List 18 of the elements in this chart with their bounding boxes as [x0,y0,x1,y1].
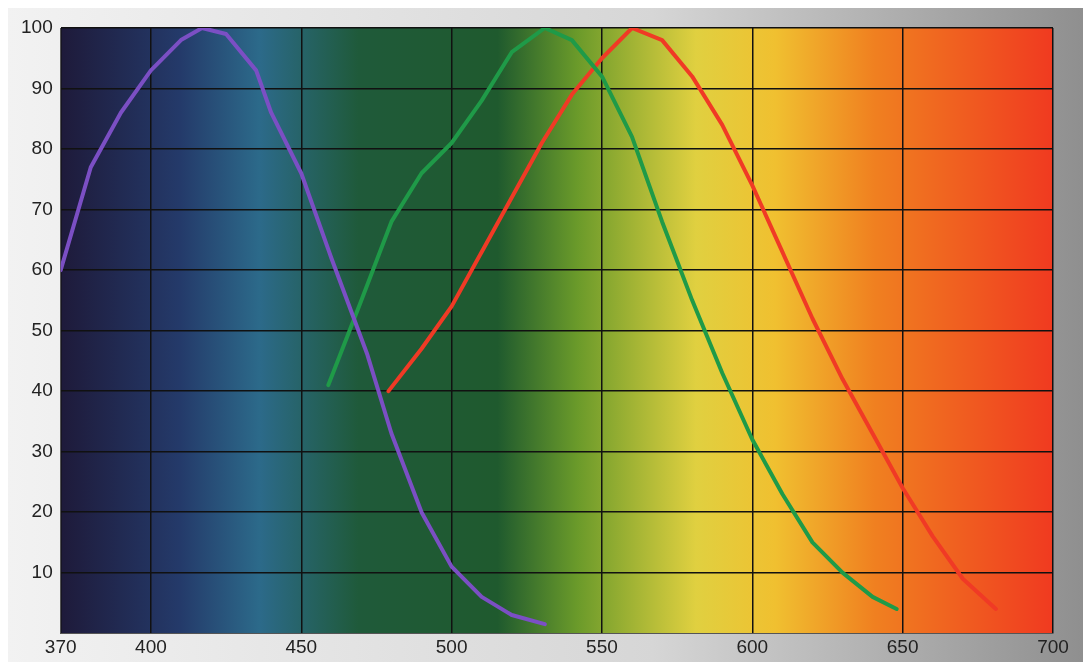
x-tick-label: 400 [135,635,167,657]
y-tick-label: 60 [31,258,53,280]
x-tick-label: 700 [1037,635,1069,657]
x-tick-label: 450 [285,635,318,657]
y-tick-label: 10 [31,560,53,582]
x-tick-label: 500 [435,635,468,657]
y-tick-label: 90 [31,76,53,98]
x-tick-label: 600 [736,635,769,657]
x-tick-label: 370 [44,635,77,657]
y-tick-label: 40 [31,379,53,401]
y-tick-label: 20 [31,500,53,522]
y-tick-label: 100 [21,16,53,38]
x-tick-label: 650 [886,635,919,657]
x-tick-label: 550 [586,635,618,657]
y-tick-label: 80 [31,137,53,159]
y-tick-label: 30 [31,439,53,461]
y-tick-label: 70 [31,197,53,219]
y-tick-label: 50 [31,318,53,340]
